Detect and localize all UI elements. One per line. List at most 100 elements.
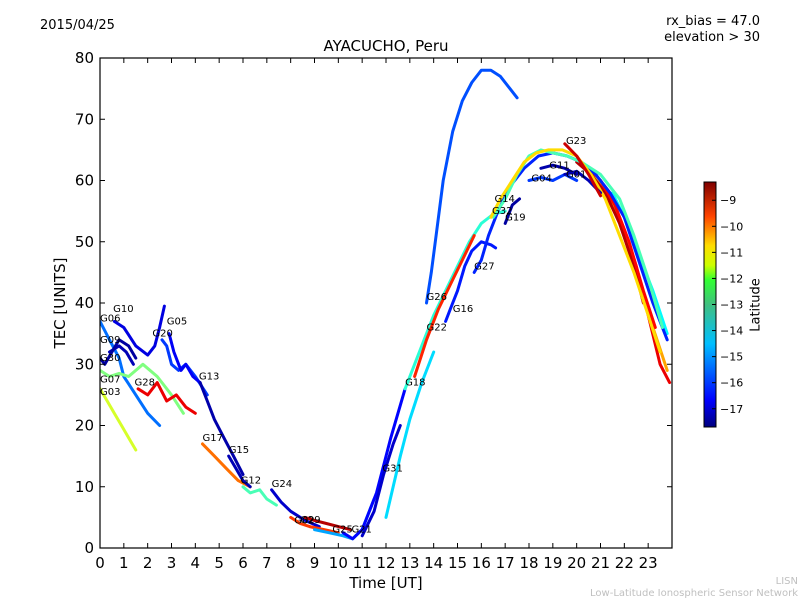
satellite-label: G22 — [427, 323, 447, 334]
x-tick-label: 23 — [639, 554, 658, 572]
tec-track-g30 — [100, 338, 138, 366]
tec-track-g29 — [303, 515, 352, 532]
tec-track-g31 — [360, 424, 402, 538]
satellite-label: G18 — [405, 378, 425, 389]
y-tick-label: 50 — [75, 233, 94, 251]
satellite-label: G05 — [167, 316, 187, 327]
x-tick-label: 18 — [519, 554, 538, 572]
colorbar-tick-label: −14 — [720, 325, 743, 338]
satellite-label: G13 — [199, 372, 219, 383]
y-tick-label: 40 — [75, 294, 94, 312]
satellite-label: G04 — [531, 174, 551, 185]
satellite-label: G20 — [152, 329, 172, 340]
x-tick-label: 14 — [424, 554, 443, 572]
satellite-label: G03 — [100, 387, 120, 398]
y-tick-label: 80 — [75, 49, 94, 67]
tec-track-g22 — [413, 234, 476, 378]
tec-track-g10 — [112, 304, 166, 357]
x-tick-label: 12 — [376, 554, 395, 572]
x-tick-label: 4 — [191, 554, 201, 572]
satellite-label: G02 — [294, 516, 314, 527]
x-tick-label: 15 — [448, 554, 467, 572]
satellite-label: G06 — [100, 313, 120, 324]
tec-track-g15 — [227, 454, 252, 489]
colorbar-tick-label: −17 — [720, 403, 743, 416]
colorbar-tick-label: −11 — [720, 246, 743, 259]
colorbar-tick-label: −12 — [720, 272, 743, 285]
x-tick-label: 11 — [353, 554, 372, 572]
elevation-label: elevation > 30 — [664, 30, 760, 45]
x-tick-label: 22 — [615, 554, 634, 572]
tec-track-g04 — [527, 172, 579, 182]
satellite-label: G21 — [351, 525, 371, 536]
satellite-label: G32 — [492, 206, 512, 217]
tec-track-g26 — [425, 68, 519, 305]
satellite-label: G25 — [332, 525, 352, 536]
tec-track-g02 — [289, 515, 340, 535]
y-tick-label: 20 — [75, 417, 94, 435]
tec-track-g21 — [341, 387, 407, 541]
x-tick-label: 8 — [286, 554, 296, 572]
tec-track-g32 — [489, 148, 662, 354]
tec-track-g20 — [160, 338, 209, 397]
satellite-label: G01 — [566, 169, 586, 180]
rx-bias-label: rx_bias = 47.0 — [666, 14, 760, 29]
tec-track-g24 — [270, 488, 321, 529]
satellite-label: G15 — [229, 445, 249, 456]
colorbar-tick-label: −10 — [720, 220, 743, 233]
colorbar-tick-label: −13 — [720, 299, 743, 312]
x-tick-label: 13 — [400, 554, 419, 572]
satellite-label: G09 — [100, 335, 120, 346]
tec-track-extra — [384, 350, 436, 519]
tec-track-g19 — [503, 197, 521, 225]
satellite-label: G16 — [453, 304, 473, 315]
satellite-label: G30 — [100, 353, 120, 364]
y-tick-label: 0 — [84, 539, 94, 557]
tec-track-g03 — [100, 387, 138, 452]
x-axis-label: Time [UT] — [349, 574, 423, 592]
satellite-label: G14 — [494, 194, 514, 205]
credit-long: Low-Latitude Ionospheric Sensor Network — [590, 588, 798, 599]
satellite-label: G23 — [566, 136, 586, 147]
x-tick-label: 19 — [543, 554, 562, 572]
satellite-label: G29 — [300, 515, 320, 526]
satellite-label: G28 — [135, 378, 155, 389]
satellite-label: G24 — [272, 479, 292, 490]
x-tick-label: 9 — [310, 554, 320, 572]
colorbar-tick-label: −15 — [720, 351, 743, 364]
x-tick-label: 10 — [329, 554, 348, 572]
tec-track-g07 — [100, 362, 185, 415]
satellite-label: G26 — [427, 292, 447, 303]
tec-track-g17 — [201, 442, 252, 489]
satellite-label: G10 — [113, 304, 133, 315]
colorbar-tick-label: −16 — [720, 377, 743, 390]
tec-track-g16 — [444, 240, 498, 323]
x-tick-label: 20 — [567, 554, 586, 572]
x-tick-label: 7 — [262, 554, 272, 572]
plot-frame — [99, 57, 673, 549]
y-tick-label: 30 — [75, 355, 94, 373]
x-tick-label: 16 — [472, 554, 491, 572]
tec-track-g18 — [403, 209, 507, 391]
x-tick-label: 2 — [143, 554, 153, 572]
tec-track-g23 — [563, 142, 602, 198]
credit-short: LISN — [775, 576, 798, 587]
x-tick-label: 3 — [167, 554, 177, 572]
tec-track-g28 — [136, 381, 197, 415]
x-tick-label: 0 — [95, 554, 105, 572]
y-tick-label: 60 — [75, 172, 94, 190]
tec-track-g05 — [167, 332, 202, 385]
y-tick-label: 10 — [75, 478, 94, 496]
x-tick-label: 17 — [496, 554, 515, 572]
colorbar-tick-label: −9 — [720, 194, 736, 207]
satellite-label: G17 — [202, 433, 222, 444]
y-tick-label: 70 — [75, 110, 94, 128]
x-tick-label: 6 — [238, 554, 248, 572]
satellite-label: G07 — [100, 375, 120, 386]
satellite-label: G11 — [549, 160, 569, 171]
x-tick-label: 1 — [119, 554, 129, 572]
date-label: 2015/04/25 — [40, 18, 115, 33]
tec-track-g13 — [198, 381, 245, 476]
receiver-info: rx_bias = 47.0 elevation > 30 — [664, 14, 760, 46]
